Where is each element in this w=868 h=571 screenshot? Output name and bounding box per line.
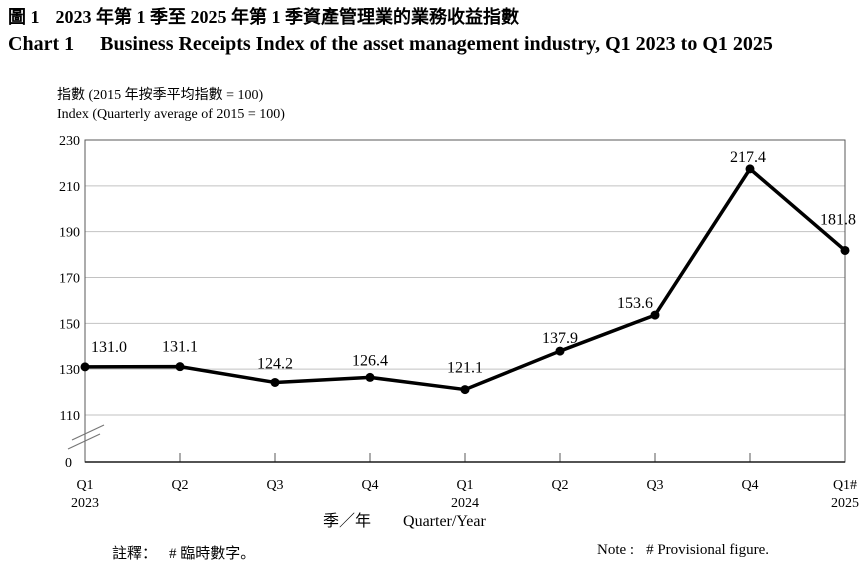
note-en-text: # Provisional figure. [646, 542, 769, 558]
y-tick-label: 110 [60, 409, 80, 424]
chart-title-en: Chart 1 Business Receipts Index of the as… [8, 33, 773, 56]
x-tick-year-label: 2025 [831, 496, 859, 511]
data-point-label: 121.1 [447, 360, 483, 377]
axis-break-icon [67, 433, 101, 450]
x-tick-label: Q1 [76, 478, 93, 493]
x-tick-year-label: 2024 [451, 496, 479, 511]
x-tick-label: Q2 [551, 478, 568, 493]
data-point [745, 164, 755, 174]
x-axis-title-zh: 季／年 [323, 513, 372, 530]
data-point [270, 377, 280, 387]
data-point-label: 137.9 [542, 330, 578, 347]
y-origin-label: 0 [65, 456, 72, 471]
data-point-label: 153.6 [617, 295, 653, 312]
data-point [365, 372, 375, 382]
data-point [175, 362, 185, 372]
data-point [840, 245, 850, 255]
note-zh: 註釋： # 臨時數字。 [112, 542, 255, 563]
data-point [650, 310, 660, 320]
note-zh-label: 註釋： [112, 546, 158, 562]
chart-number-zh: 圖 1 [8, 7, 40, 27]
data-point [80, 362, 90, 372]
x-tick-year-label: 2023 [71, 496, 99, 511]
data-point-label: 131.1 [162, 339, 198, 356]
y-tick-label: 170 [59, 272, 80, 287]
data-point-label: 217.4 [730, 149, 766, 166]
x-tick-label: Q4 [741, 478, 758, 493]
note-zh-text: # 臨時數字。 [169, 546, 256, 562]
y-tick-label: 210 [59, 180, 80, 195]
chart-title-zh-text: 2023 年第 1 季至 2025 年第 1 季資產管理業的業務收益指數 [55, 7, 520, 27]
x-tick-label: Q1# [833, 478, 857, 493]
x-tick-label: Q4 [361, 478, 378, 493]
plot-frame [84, 139, 846, 463]
x-axis-title-en: Quarter/Year [403, 513, 486, 530]
x-tick-label: Q2 [171, 478, 188, 493]
y-tick-label: 130 [59, 363, 80, 378]
y-axis-unit-label: 指數 (2015 年按季平均指數 = 100) Index (Quarterly… [57, 86, 285, 124]
note-en-label: Note : [597, 542, 635, 558]
note-en: Note : # Provisional figure. [597, 542, 769, 559]
x-tick-label: Q3 [266, 478, 283, 493]
chart-title-zh: 圖 1 2023 年第 1 季至 2025 年第 1 季資產管理業的業務收益指數 [8, 3, 519, 29]
data-point [555, 346, 565, 356]
data-point-label: 181.8 [820, 211, 856, 228]
data-point-label: 124.2 [257, 355, 293, 372]
data-point-label: 131.0 [91, 339, 127, 356]
y-tick-label: 190 [59, 226, 80, 241]
x-axis-title: 季／年 Quarter/Year [323, 507, 486, 531]
chart-title-en-text: Business Receipts Index of the asset man… [100, 33, 773, 55]
x-tick-label: Q3 [646, 478, 663, 493]
y-axis-unit-en: Index (Quarterly average of 2015 = 100) [57, 107, 285, 122]
series-line [83, 167, 847, 392]
y-axis-unit-zh: 指數 (2015 年按季平均指數 = 100) [57, 88, 264, 103]
x-tick-label: Q1 [456, 478, 473, 493]
y-tick-label: 230 [59, 134, 80, 149]
axis-break-icon [71, 424, 105, 441]
y-tick-label: 150 [59, 317, 80, 332]
chart-number-en: Chart 1 [8, 33, 75, 55]
data-point [460, 385, 470, 395]
data-point-label: 126.4 [352, 352, 388, 369]
